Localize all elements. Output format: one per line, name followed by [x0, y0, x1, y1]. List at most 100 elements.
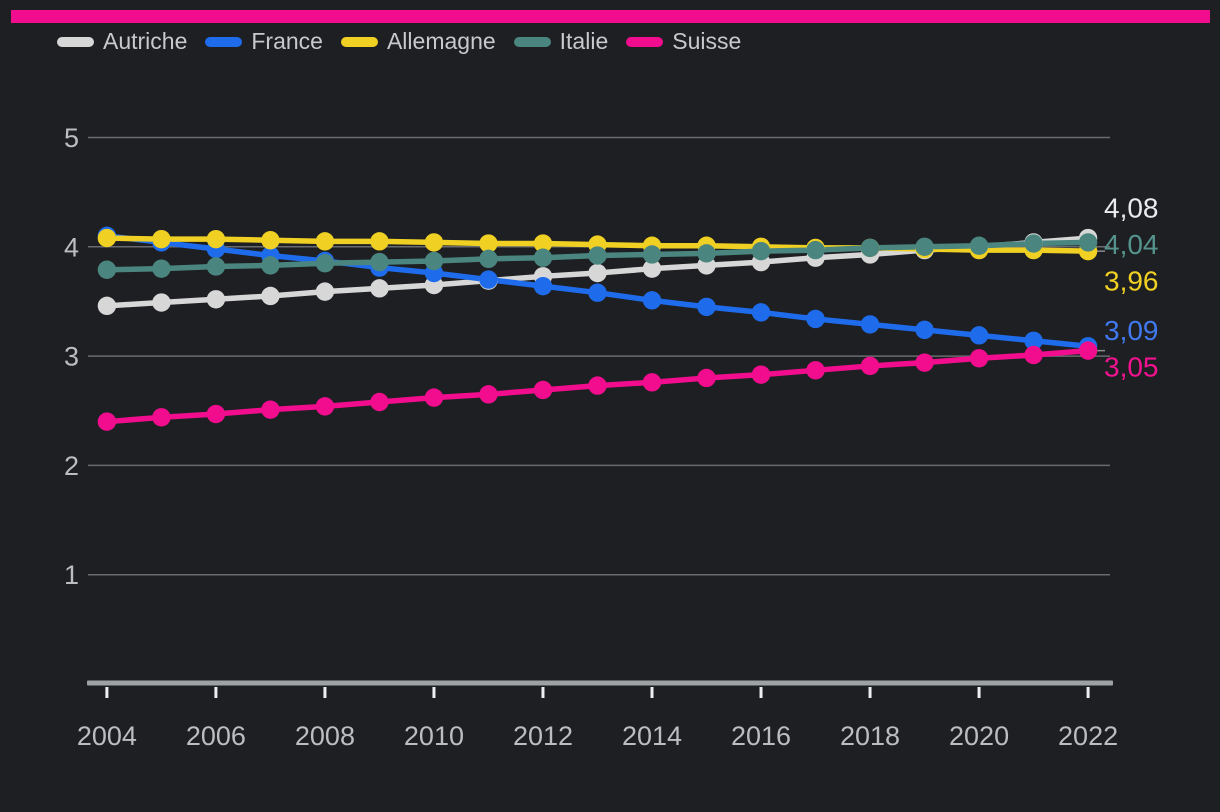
data-point-italie-2010[interactable] [424, 251, 444, 271]
data-point-autriche-2004[interactable] [97, 296, 117, 316]
data-point-allemagne-2005[interactable] [152, 229, 171, 249]
data-point-allemagne-2012[interactable] [533, 234, 553, 253]
data-point-suisse-2012[interactable] [533, 380, 553, 400]
data-point-allemagne-2009[interactable] [370, 232, 389, 251]
data-point-france-2012[interactable] [533, 276, 553, 296]
data-point-suisse-2014[interactable] [642, 373, 662, 392]
data-point-italie-2022[interactable] [1078, 233, 1098, 252]
x-axis-tick-2014 [650, 687, 654, 698]
x-axis-label-2022: 2022 [1058, 721, 1118, 751]
data-point-suisse-2019[interactable] [915, 353, 934, 372]
data-point-france-2013[interactable] [588, 283, 607, 302]
y-axis-label-2: 2 [64, 451, 79, 481]
data-point-suisse-2007[interactable] [261, 400, 280, 419]
legend-item-suisse[interactable]: Suisse [626, 30, 741, 53]
end-value-label-italie: 4,04 [1104, 229, 1159, 260]
x-axis-label-2010: 2010 [404, 721, 464, 751]
data-point-italie-2017[interactable] [806, 240, 825, 260]
data-point-suisse-2009[interactable] [370, 392, 389, 412]
data-point-autriche-2009[interactable] [370, 279, 389, 298]
data-point-suisse-2005[interactable] [152, 408, 171, 427]
data-point-italie-2009[interactable] [370, 252, 389, 272]
data-point-france-2014[interactable] [642, 291, 662, 310]
data-point-suisse-2017[interactable] [806, 361, 825, 380]
legend-color-swatch [57, 36, 94, 47]
data-point-france-2019[interactable] [915, 320, 934, 340]
data-point-suisse-2018[interactable] [860, 356, 880, 376]
data-point-france-2017[interactable] [806, 309, 825, 329]
data-point-autriche-2014[interactable] [642, 259, 662, 278]
legend-item-france[interactable]: France [205, 30, 323, 53]
data-point-france-2011[interactable] [479, 270, 498, 289]
data-point-italie-2008[interactable] [315, 253, 335, 273]
x-axis-label-2008: 2008 [295, 721, 355, 751]
data-point-autriche-2008[interactable] [315, 282, 335, 301]
data-point-italie-2020[interactable] [969, 236, 989, 255]
data-point-autriche-2007[interactable] [261, 286, 280, 306]
y-axis-label-5: 5 [64, 123, 79, 153]
legend-item-allemagne[interactable]: Allemagne [340, 28, 496, 54]
y-axis-label-4: 4 [64, 232, 79, 262]
x-axis-tick-2012 [541, 687, 545, 698]
data-point-suisse-2016[interactable] [751, 365, 771, 384]
data-point-italie-2018[interactable] [860, 238, 880, 258]
data-point-allemagne-2006[interactable] [206, 229, 226, 249]
legend-item-autriche[interactable]: Autriche [57, 30, 187, 53]
top-accent-bar [11, 10, 1210, 23]
data-point-suisse-2020[interactable] [969, 349, 989, 368]
legend-color-swatch [205, 36, 243, 47]
data-point-italie-2012[interactable] [533, 248, 553, 267]
data-point-france-2015[interactable] [697, 297, 716, 317]
data-point-autriche-2005[interactable] [152, 293, 171, 312]
data-point-france-2018[interactable] [860, 315, 880, 334]
data-point-suisse-2022[interactable] [1078, 341, 1098, 360]
legend-item-label: Autriche [103, 28, 188, 54]
chart-legend: Autriche France Allemagne Italie Suisse [57, 30, 741, 53]
data-point-autriche-2006[interactable] [206, 290, 226, 309]
data-point-allemagne-2011[interactable] [479, 234, 498, 253]
data-point-italie-2021[interactable] [1024, 234, 1043, 253]
data-point-italie-2019[interactable] [915, 237, 934, 256]
data-point-allemagne-2004[interactable] [97, 228, 117, 248]
data-point-italie-2007[interactable] [261, 256, 280, 275]
data-point-italie-2006[interactable] [206, 257, 226, 276]
data-point-suisse-2013[interactable] [588, 376, 607, 395]
data-point-italie-2011[interactable] [479, 249, 498, 269]
x-axis-tick-2008 [323, 687, 327, 698]
data-point-autriche-2013[interactable] [588, 263, 607, 283]
data-point-france-2016[interactable] [751, 303, 771, 322]
data-point-suisse-2006[interactable] [206, 404, 226, 424]
data-point-suisse-2021[interactable] [1024, 345, 1043, 365]
data-point-allemagne-2007[interactable] [261, 231, 280, 250]
y-axis-label-1: 1 [64, 560, 79, 590]
legend-item-label: Suisse [672, 28, 742, 54]
data-point-suisse-2008[interactable] [315, 397, 335, 416]
data-point-suisse-2015[interactable] [697, 368, 716, 388]
legend-item-label: France [251, 28, 323, 54]
data-point-allemagne-2008[interactable] [315, 232, 335, 251]
data-point-italie-2013[interactable] [588, 246, 607, 265]
data-point-suisse-2004[interactable] [97, 412, 117, 431]
legend-color-swatch [513, 36, 551, 47]
data-point-suisse-2010[interactable] [424, 388, 444, 407]
x-axis-label-2012: 2012 [513, 721, 573, 751]
legend-item-label: Allemagne [386, 28, 496, 54]
end-value-label-autriche: 4,08 [1104, 192, 1159, 223]
end-value-label-allemagne: 3,96 [1104, 265, 1159, 296]
data-point-italie-2016[interactable] [751, 241, 771, 261]
data-point-italie-2015[interactable] [697, 244, 716, 263]
legend-item-label: Italie [559, 28, 609, 54]
data-point-italie-2004[interactable] [97, 260, 117, 279]
data-point-allemagne-2010[interactable] [424, 233, 444, 252]
data-point-france-2021[interactable] [1024, 331, 1043, 350]
x-axis-label-2014: 2014 [622, 721, 682, 751]
legend-color-swatch [340, 36, 378, 47]
x-axis-tick-2020 [977, 687, 981, 698]
data-point-france-2020[interactable] [969, 326, 989, 345]
data-point-suisse-2011[interactable] [479, 385, 498, 404]
x-axis-tick-2016 [759, 687, 763, 698]
data-point-italie-2014[interactable] [642, 245, 662, 264]
legend-item-italie[interactable]: Italie [513, 28, 609, 54]
data-point-italie-2005[interactable] [152, 259, 171, 278]
